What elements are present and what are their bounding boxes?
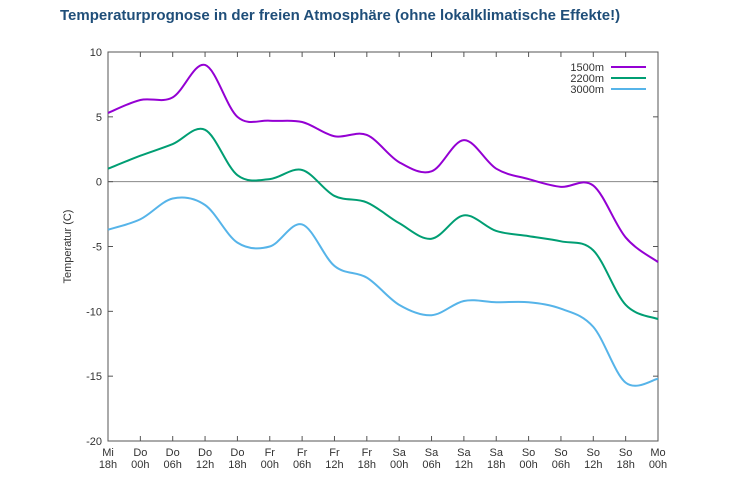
x-tick-label-day: Sa [490,447,504,459]
page-title: Temperaturprognose in der freien Atmosph… [60,7,621,24]
x-tick-label-hour: 12h [584,459,602,471]
y-tick-label: -5 [92,242,102,254]
x-tick-label-day: Fr [265,447,276,459]
x-tick-label-day: So [587,447,600,459]
y-tick-label: 10 [90,47,102,59]
y-tick-label: -20 [86,436,102,448]
x-tick-label-hour: 12h [196,459,214,471]
series-line-1500m [107,63,659,263]
x-tick-label-hour: 18h [616,459,634,471]
x-tick-label-hour: 18h [358,459,376,471]
x-tick-label-hour: 00h [261,459,279,471]
x-tick-label-day: Sa [457,447,471,459]
x-tick-label-day: Sa [425,447,439,459]
legend-label-3000m: 3000m [570,84,604,96]
y-axis-label: Temperatur (C) [62,210,74,284]
y-tick-label: 5 [96,112,102,124]
x-tick-label-hour: 12h [455,459,473,471]
series-line-3000m [107,196,659,387]
x-tick-label-day: Fr [297,447,308,459]
x-tick-label-hour: 00h [649,459,667,471]
x-tick-label-day: Fr [362,447,373,459]
x-tick-label-hour: 00h [131,459,149,471]
x-tick-label-day: Do [133,447,147,459]
x-tick-label-day: Do [166,447,180,459]
x-tick-label-hour: 06h [293,459,311,471]
legend-label-2200m: 2200m [570,73,604,85]
x-tick-label-day: Do [230,447,244,459]
x-tick-label-day: So [619,447,632,459]
y-tick-label: -15 [86,371,102,383]
x-tick-label-day: So [522,447,535,459]
x-tick-label-hour: 06h [552,459,570,471]
legend-label-1500m: 1500m [570,62,604,74]
x-tick-label-day: Do [198,447,212,459]
x-tick-label-hour: 18h [487,459,505,471]
plot-frame [107,51,659,442]
x-tick-label-day: Sa [392,447,406,459]
x-tick-label-day: So [554,447,567,459]
y-tick-label: 0 [96,177,102,189]
x-tick-label-day: Mo [650,447,665,459]
x-tick-label-day: Mi [102,447,114,459]
x-tick-label-hour: 00h [390,459,408,471]
x-tick-label-hour: 18h [228,459,246,471]
y-tick-label: -10 [86,306,102,318]
x-tick-label-day: Fr [329,447,340,459]
x-tick-label-hour: 12h [325,459,343,471]
x-tick-label-hour: 06h [164,459,182,471]
x-tick-label-hour: 06h [422,459,440,471]
x-tick-label-hour: 18h [99,459,117,471]
x-tick-label-hour: 00h [519,459,537,471]
series-line-2200m [107,127,659,321]
